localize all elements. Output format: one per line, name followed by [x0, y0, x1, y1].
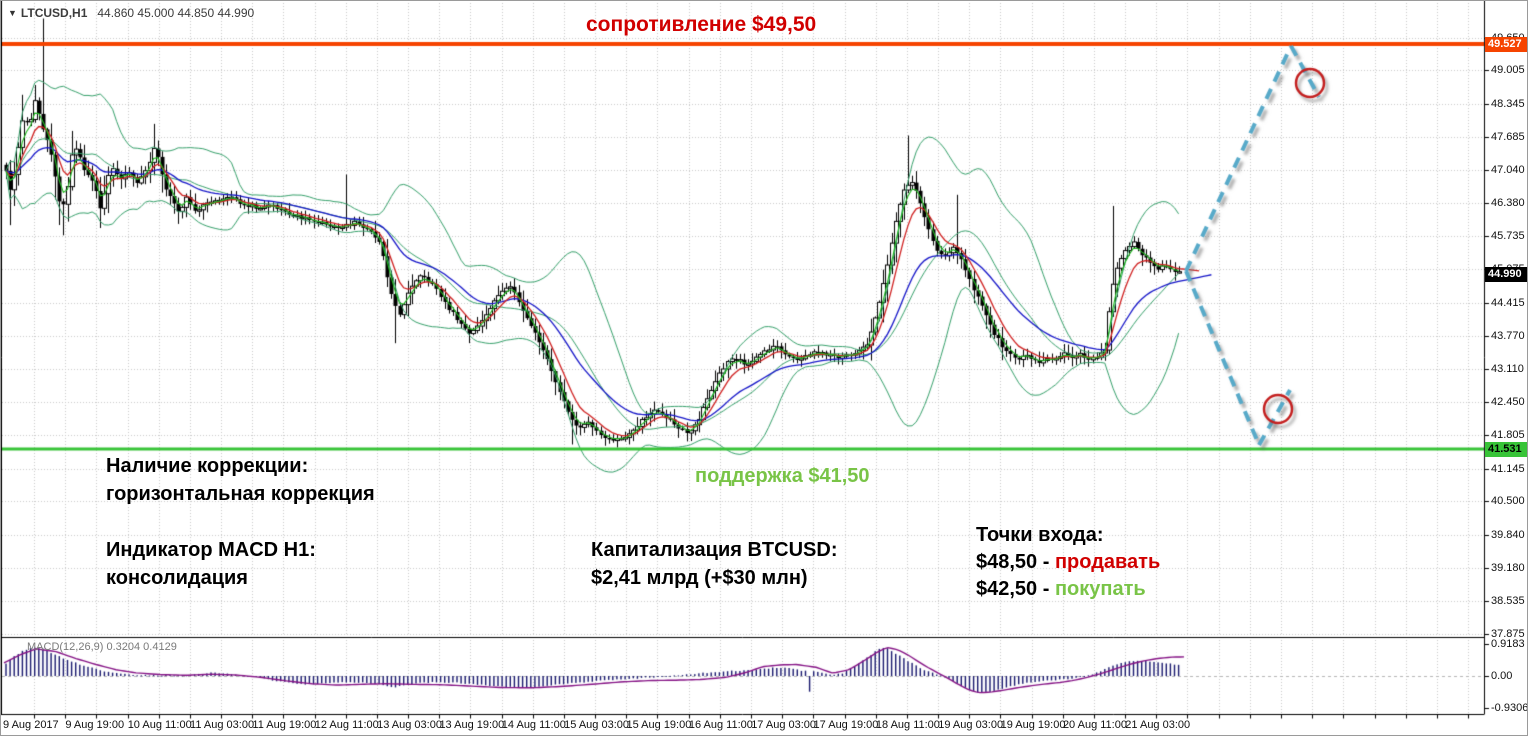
time-axis-label: 21 Aug 03:00: [1125, 719, 1191, 731]
price-axis-label: 47.685: [1491, 131, 1525, 144]
macd-note: Индикатор MACD H1: консолидация: [106, 536, 316, 592]
correction-note: Наличие коррекции: горизонтальная коррек…: [106, 452, 375, 508]
macd-indicator-label: MACD(12,26,9) 0.3204 0.4129: [27, 641, 177, 653]
price-axis-label: 38.535: [1491, 594, 1525, 607]
price-tag-current: 44.990: [1485, 267, 1527, 282]
macd-note-line1: Индикатор MACD H1:: [106, 539, 316, 561]
time-axis-label: 17 Aug 19:00: [813, 719, 879, 731]
price-axis-label: 41.805: [1491, 429, 1525, 442]
entry-sell-line: $48,50 - продавать: [976, 549, 1160, 576]
time-axis-label: 17 Aug 03:00: [751, 719, 817, 731]
price-axis-label: 45.735: [1491, 230, 1525, 243]
time-axis-label: 20 Aug 11:00: [1062, 719, 1127, 731]
time-axis-label: 18 Aug 11:00: [875, 719, 940, 731]
capitalization-note: Капитализация BTCUSD: $2,41 млрд (+$30 м…: [591, 536, 837, 592]
price-axis-label: 39.840: [1491, 528, 1525, 541]
time-axis-label: 10 Aug 11:00: [127, 719, 192, 731]
time-axis-label: 11 Aug 19:00: [252, 719, 317, 731]
price-axis-label: 40.500: [1491, 495, 1525, 508]
price-axis-label: 42.450: [1491, 396, 1525, 409]
price-axis-label: 43.770: [1491, 329, 1525, 342]
price-axis-label: 49.005: [1491, 64, 1525, 77]
correction-note-line1: Наличие коррекции:: [106, 455, 309, 477]
capitalization-note-line2: $2,41 млрд (+$30 млн): [591, 567, 808, 589]
time-axis-label: 14 Aug 11:00: [501, 719, 566, 731]
entry-points-title: Точки входа:: [976, 524, 1104, 546]
entry-buy-action: покупать: [1054, 578, 1146, 600]
symbol-dropdown-icon[interactable]: ▼: [8, 8, 17, 18]
ohlc-values: 44.860 45.000 44.850 44.990: [97, 6, 255, 20]
resistance-label: сопротивление $49,50: [586, 13, 817, 36]
macd-axis-label: -0.9306: [1491, 702, 1528, 715]
time-axis-label: 9 Aug 2017: [3, 719, 59, 731]
chart-title: ▼ LTCUSD,H1 44.860 45.000 44.850 44.990: [8, 6, 254, 20]
time-axis-label: 19 Aug 03:00: [938, 719, 1004, 731]
capitalization-note-line1: Капитализация BTCUSD:: [591, 539, 838, 561]
price-axis-label: 47.040: [1491, 163, 1525, 176]
macd-axis-label: 0.9183: [1491, 637, 1525, 650]
time-axis-label: 16 Aug 11:00: [688, 719, 753, 731]
time-axis-label: 11 Aug 03:00: [190, 719, 255, 731]
time-axis-label: 13 Aug 03:00: [377, 719, 442, 731]
macd-note-line2: консолидация: [106, 567, 248, 589]
price-axis-label: 43.110: [1491, 363, 1524, 376]
price-axis-label: 37.875: [1491, 628, 1525, 641]
price-axis-label: 46.380: [1491, 197, 1525, 210]
macd-axis-label: 0.00: [1491, 670, 1513, 682]
entry-sell-action: продавать: [1054, 551, 1161, 573]
entry-buy-line: $42,50 - покупать: [976, 576, 1160, 603]
time-axis-label: 19 Aug 19:00: [1000, 719, 1066, 731]
entry-buy-price: $42,50 -: [976, 578, 1055, 600]
support-label: поддержка $41,50: [695, 465, 870, 487]
time-axis-label: 9 Aug 19:00: [65, 719, 125, 731]
time-axis-label: 15 Aug 19:00: [626, 719, 692, 731]
correction-note-line2: горизонтальная коррекция: [106, 483, 375, 505]
price-axis-label: 41.145: [1491, 462, 1525, 475]
entry-sell-price: $48,50 -: [976, 551, 1055, 573]
price-tag-support: 41.531: [1485, 442, 1527, 457]
price-axis-label: 39.180: [1491, 562, 1525, 575]
symbol-timeframe: LTCUSD,H1: [20, 6, 88, 20]
time-axis-label: 15 Aug 03:00: [564, 719, 629, 731]
time-axis-label: 12 Aug 11:00: [314, 719, 379, 731]
entry-points-note: Точки входа: $48,50 - продавать $42,50 -…: [976, 522, 1160, 603]
time-axis-label: 13 Aug 19:00: [439, 719, 505, 731]
price-axis-label: 48.345: [1491, 97, 1525, 110]
price-axis-label: 44.415: [1491, 296, 1525, 309]
price-tag-resistance: 49.527: [1485, 37, 1527, 52]
